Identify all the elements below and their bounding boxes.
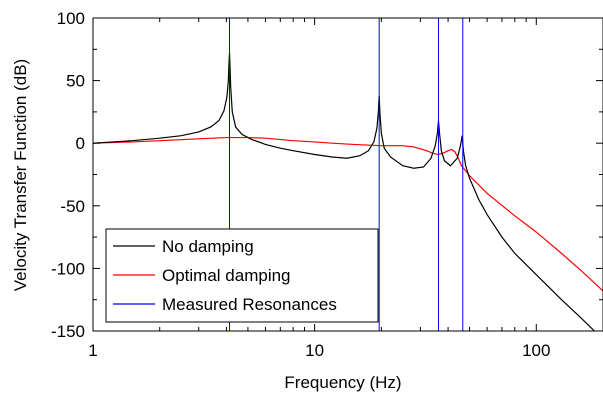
x-axis-label: Frequency (Hz) bbox=[284, 373, 401, 392]
y-tick-label: 100 bbox=[57, 9, 85, 28]
legend-label: Optimal damping bbox=[162, 266, 291, 285]
y-tick-label: 0 bbox=[76, 134, 85, 153]
resonance-lines-layer bbox=[229, 18, 464, 331]
x-tick-label: 10 bbox=[305, 341, 324, 360]
legend: No damping Optimal damping Measured Resona… bbox=[105, 228, 379, 323]
y-axis-label: Velocity Transfer Function (dB) bbox=[11, 59, 30, 291]
x-tick-label: 1 bbox=[88, 341, 97, 360]
legend-label: Measured Resonances bbox=[162, 295, 337, 314]
y-tick-label: -100 bbox=[51, 259, 85, 278]
x-tick-label: 100 bbox=[522, 341, 550, 360]
y-axis: 100 50 0 -50 -100 -150 bbox=[51, 9, 603, 341]
x-axis: 1 10 100 bbox=[88, 18, 603, 360]
y-tick-label: 50 bbox=[66, 72, 85, 91]
legend-label: No damping bbox=[162, 237, 254, 256]
y-tick-label: -50 bbox=[60, 197, 85, 216]
y-tick-label: -150 bbox=[51, 322, 85, 341]
